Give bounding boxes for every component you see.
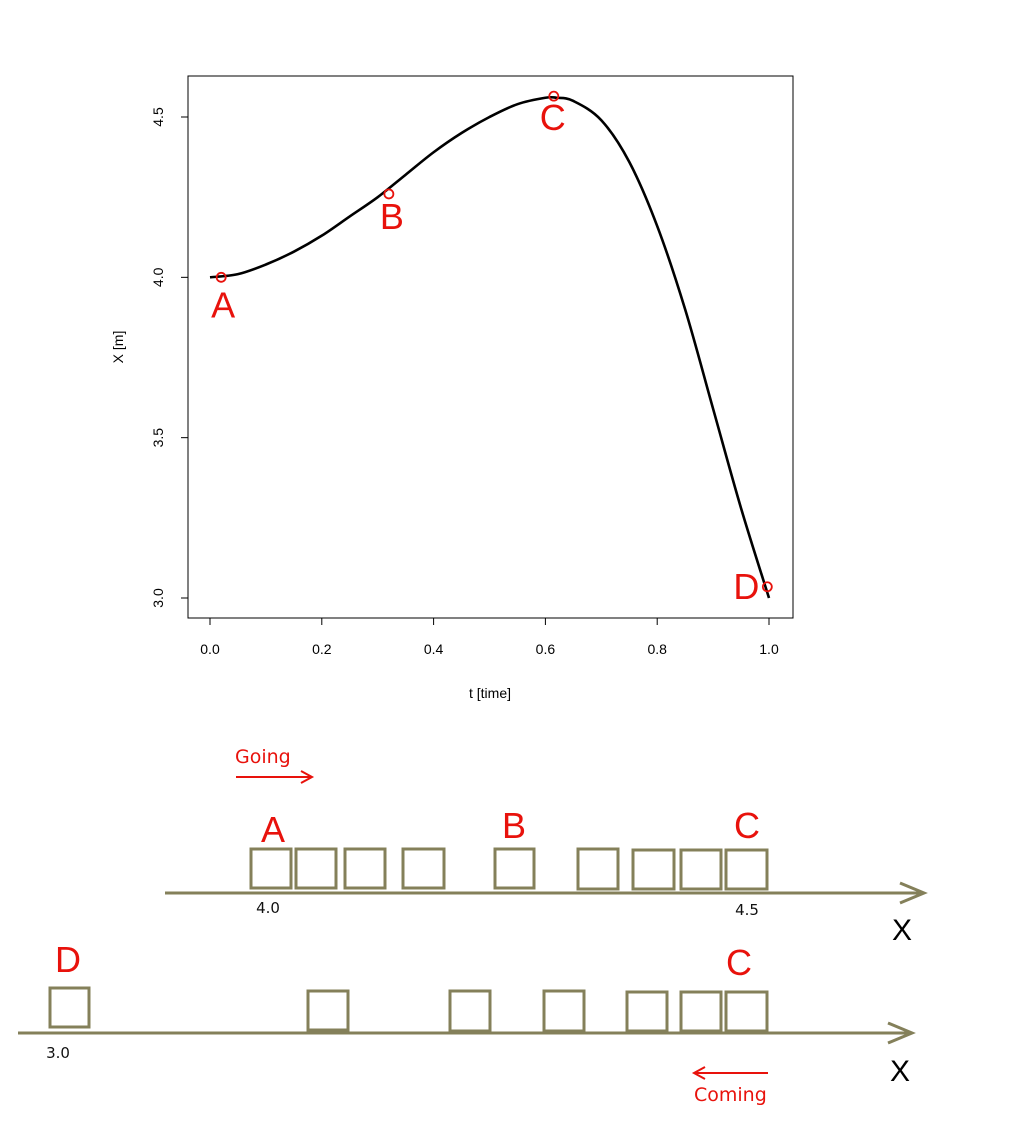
motion-diagram: Going A B C 4.0 4.5 X: [18, 746, 928, 1106]
position-curve: [209, 95, 771, 599]
point-label-a: A: [211, 284, 235, 325]
position-box: [625, 990, 669, 1033]
position-box: [724, 848, 769, 891]
label-c-row2: C: [726, 942, 752, 983]
position-box: [448, 989, 492, 1033]
point-label-b: B: [380, 196, 404, 237]
point-markers: A B C D: [211, 90, 773, 607]
axis-label-x-row2: X: [890, 1055, 910, 1088]
y-tick-label: 4.5: [150, 107, 166, 127]
position-box: [306, 989, 350, 1032]
position-box: [493, 847, 536, 890]
tick-3-0: 3.0: [46, 1044, 70, 1062]
label-c: C: [734, 805, 760, 846]
label-d: D: [55, 939, 81, 980]
point-marker-c: [548, 90, 560, 102]
going-arrow: [236, 770, 315, 784]
tick-4-5: 4.5: [735, 901, 759, 919]
y-tick-label: 3.5: [150, 428, 166, 448]
label-b: B: [502, 805, 526, 846]
position-box: [631, 848, 676, 891]
axis-arrowhead-row2: [887, 1021, 916, 1045]
position-box: [294, 847, 338, 890]
point-label-c: C: [540, 97, 566, 138]
x-axis-label: t [time]: [469, 685, 511, 701]
x-tick-label: 1.0: [759, 641, 779, 657]
position-box: [679, 990, 723, 1033]
position-box: [576, 847, 620, 891]
tick-4-0: 4.0: [256, 899, 280, 917]
position-box: [542, 989, 586, 1033]
point-label-d: D: [733, 566, 759, 607]
position-box: [401, 847, 446, 890]
row-going: A B C 4.0 4.5 X: [165, 805, 928, 947]
position-box: [48, 986, 91, 1029]
x-tick-label: 0.4: [424, 641, 444, 657]
point-marker-a: [215, 271, 227, 283]
label-a: A: [261, 809, 285, 850]
point-marker-b: [383, 188, 395, 200]
y-tick-label: 4.0: [150, 267, 166, 287]
position-time-plot: 0.0 0.2 0.4 0.6 0.8 1.0 3.0 3.5 4.0 4.5 A B C D t […: [110, 75, 794, 701]
going-label: Going: [235, 746, 291, 768]
x-tick-label: 0.2: [312, 641, 332, 657]
point-marker-d: [761, 581, 773, 593]
axis-label-x-row1: X: [892, 914, 912, 947]
axis-arrowhead-row1: [899, 881, 928, 905]
y-tick-label: 3.0: [150, 588, 166, 608]
plot-frame: [187, 75, 794, 619]
x-axis: 0.0 0.2 0.4 0.6 0.8 1.0: [200, 617, 779, 657]
position-box: [724, 990, 769, 1033]
x-tick-label: 0.8: [647, 641, 667, 657]
x-tick-label: 0.6: [536, 641, 556, 657]
x-tick-label: 0.0: [200, 641, 220, 657]
position-box: [343, 847, 387, 890]
position-box: [249, 847, 293, 890]
y-axis: 3.0 3.5 4.0 4.5: [150, 107, 189, 608]
y-axis-label: X [m]: [110, 331, 126, 364]
coming-arrow: [691, 1066, 768, 1080]
row-coming: D C 3.0 X Coming: [18, 939, 916, 1106]
coming-label: Coming: [694, 1084, 767, 1106]
position-box: [679, 848, 723, 891]
